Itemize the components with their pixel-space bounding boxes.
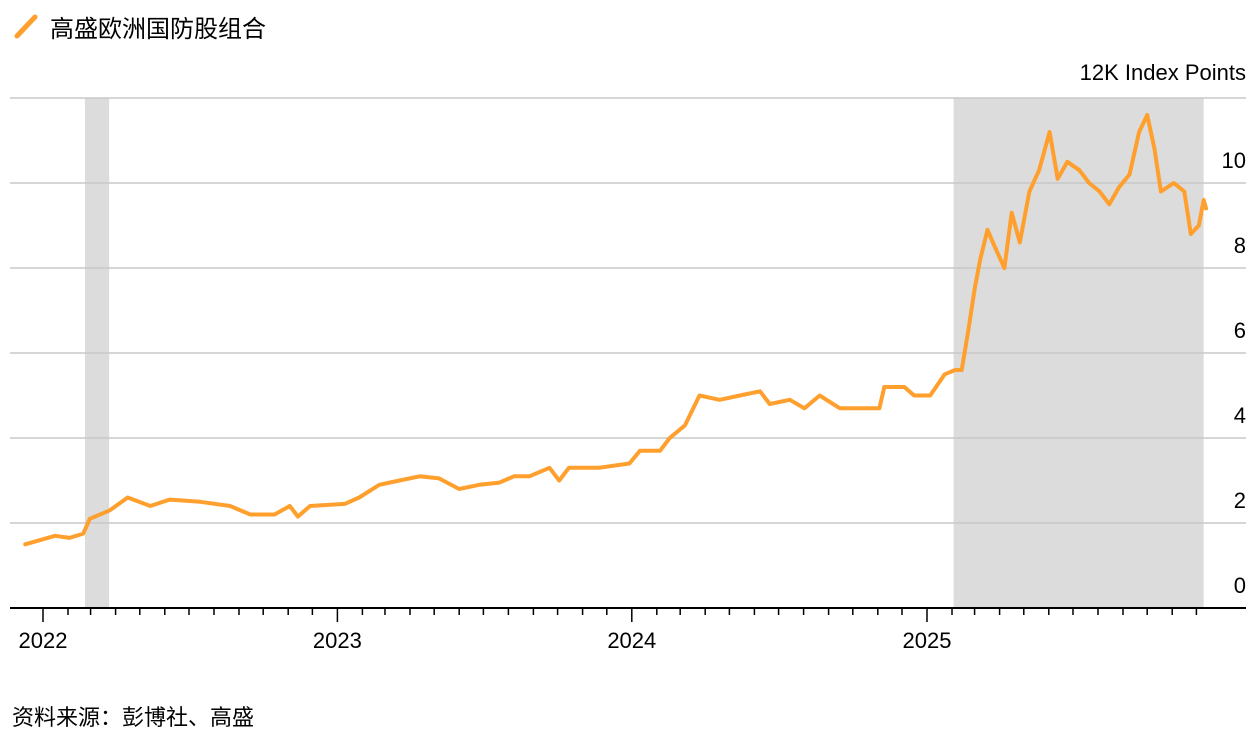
x-tick-label: 2024 — [607, 628, 656, 653]
y-tick-label: 10 — [1222, 148, 1246, 173]
legend-label: 高盛欧洲国防股组合 — [50, 15, 266, 43]
y-tick-label: 2 — [1234, 488, 1246, 513]
y-tick-label: 8 — [1234, 233, 1246, 258]
legend: 高盛欧洲国防股组合 — [12, 8, 266, 44]
source-note: 资料来源：彭博社、高盛 — [12, 705, 255, 730]
y-tick-label: 0 — [1234, 573, 1246, 598]
x-tick-label: 2023 — [313, 628, 362, 653]
unit-label: 12K Index Points — [1079, 60, 1246, 85]
y-tick-label: 6 — [1234, 318, 1246, 343]
y-tick-label: 4 — [1234, 403, 1246, 428]
series-line — [23, 113, 1209, 547]
slash-line-icon — [14, 14, 38, 39]
x-tick-label: 2022 — [19, 628, 68, 653]
x-tick-label: 2025 — [903, 628, 952, 653]
